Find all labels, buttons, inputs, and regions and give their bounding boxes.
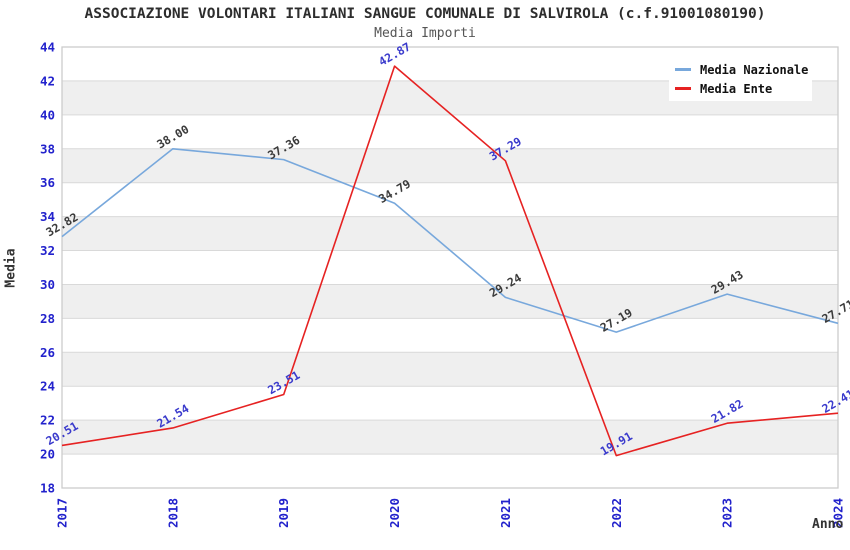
y-tick-label: 20 — [40, 447, 55, 462]
chart-title: ASSOCIAZIONE VOLONTARI ITALIANI SANGUE C… — [84, 6, 766, 22]
x-tick-label: 2019 — [276, 498, 291, 528]
data-label: 38.00 — [154, 122, 191, 151]
data-label: 22.41 — [820, 386, 850, 415]
y-tick-label: 38 — [40, 141, 55, 156]
legend-label: Media Nazionale — [700, 62, 809, 77]
series-line-media-nazionale — [61, 147, 839, 333]
y-tick-label: 22 — [40, 413, 55, 428]
plot-band — [62, 352, 838, 387]
x-tick-label: 2017 — [55, 498, 70, 528]
y-tick-label: 24 — [40, 379, 55, 394]
legend-line-swatch — [675, 68, 691, 71]
legend-line-swatch — [675, 87, 691, 90]
y-tick-label: 40 — [40, 107, 55, 122]
legend-label: Media Ente — [700, 81, 773, 96]
x-tick-label: 2020 — [387, 498, 402, 528]
plot-band — [62, 148, 838, 183]
x-tick-label: 2018 — [165, 498, 180, 528]
y-tick-label: 42 — [40, 73, 55, 88]
plot-band — [62, 420, 838, 455]
y-tick-label: 32 — [40, 243, 55, 258]
legend-item-media-nazionale: Media Nazionale — [675, 60, 812, 79]
y-tick-label: 44 — [40, 40, 55, 55]
y-tick-label: 28 — [40, 311, 55, 326]
y-tick-label: 34 — [40, 209, 55, 224]
series-line-media-ente — [61, 65, 839, 457]
x-tick-label: 2023 — [720, 498, 735, 528]
y-tick-label: 30 — [40, 277, 55, 292]
y-tick-label: 36 — [40, 175, 55, 190]
y-tick-label: 18 — [40, 481, 55, 496]
chart-subtitle: Media Importi — [374, 26, 476, 41]
x-tick-label: 2022 — [609, 498, 624, 528]
legend-item-media-ente: Media Ente — [675, 79, 812, 98]
y-tick-label: 26 — [40, 345, 55, 360]
x-axis-label: Anno — [812, 517, 843, 532]
plot-band — [62, 284, 838, 319]
plot-band — [62, 216, 838, 251]
x-tick-label: 2021 — [498, 498, 513, 528]
x-tick-label: 2024 — [831, 498, 846, 528]
data-label: 42.87 — [376, 39, 413, 68]
plot-border — [61, 46, 839, 489]
y-axis-label: Media — [4, 248, 19, 287]
legend: Media Nazionale Media Ente — [669, 57, 812, 101]
